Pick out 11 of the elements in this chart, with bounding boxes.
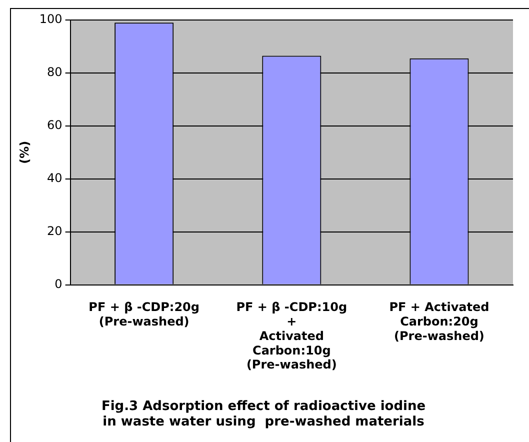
x-tick-label: PF + β -CDP:20g (Pre-washed) — [88, 300, 200, 329]
y-axis-title: (%) — [17, 140, 32, 164]
y-tick-label: 100 — [39, 12, 62, 26]
y-tick-label: 20 — [47, 224, 62, 238]
y-tick-label: 0 — [54, 276, 62, 291]
y-tick-label: 40 — [47, 171, 62, 186]
y-tick-label: 80 — [47, 65, 62, 80]
y-tick-label: 60 — [47, 118, 62, 132]
x-tick-label: PF + Activated Carbon:20g (Pre-washed) — [389, 300, 490, 343]
x-tick-label: PF + β -CDP:10g + Activated Carbon:10g (Pre-washed) — [236, 300, 348, 372]
text: Fig.3 Adsorption effect of radioactive iodine in waste water using pre-washed materials — [101, 398, 426, 430]
